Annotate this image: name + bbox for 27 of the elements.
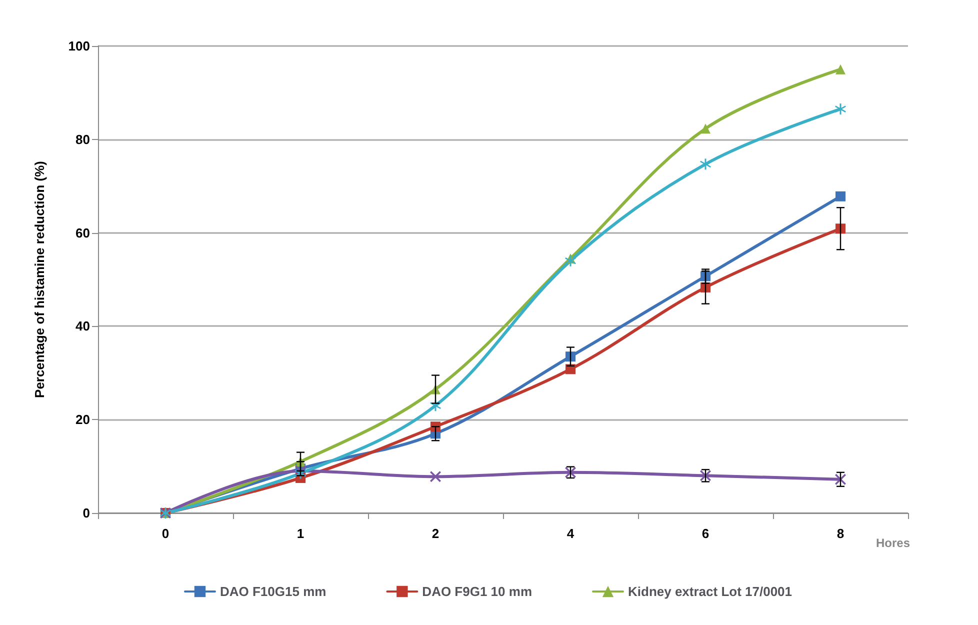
point <box>836 64 846 74</box>
x-tick-label: 1 <box>296 526 304 541</box>
legend-label: Kidney extract Lot 17/0001 <box>628 584 792 599</box>
point <box>836 191 846 202</box>
y-tick-label: 0 <box>82 506 90 520</box>
point <box>835 104 846 115</box>
point <box>566 352 576 362</box>
point <box>565 255 576 266</box>
point <box>566 364 576 374</box>
legend-label: DAO F9G1 10 mm <box>422 584 532 599</box>
point <box>836 224 846 234</box>
x-tick-label: 6 <box>702 526 710 541</box>
y-axis-title: Percentage of histamine reduction (%) <box>32 161 47 398</box>
legend-label: DAO F10G15 mm <box>220 584 326 599</box>
x-tick-label: 8 <box>836 526 844 541</box>
y-tick-label: 40 <box>76 318 90 334</box>
y-tick-label: 60 <box>76 225 90 240</box>
x-tick-label: 0 <box>162 526 170 541</box>
point <box>700 158 711 170</box>
point <box>430 471 441 482</box>
x-axis-title: Hores <box>876 536 910 550</box>
y-tick-label: 100 <box>68 38 90 54</box>
y-tick-label: 20 <box>76 412 90 428</box>
y-tick-label: 80 <box>76 132 90 147</box>
x-tick-label: 2 <box>432 526 440 541</box>
x-tick-label: 4 <box>566 526 575 541</box>
point <box>700 124 710 134</box>
